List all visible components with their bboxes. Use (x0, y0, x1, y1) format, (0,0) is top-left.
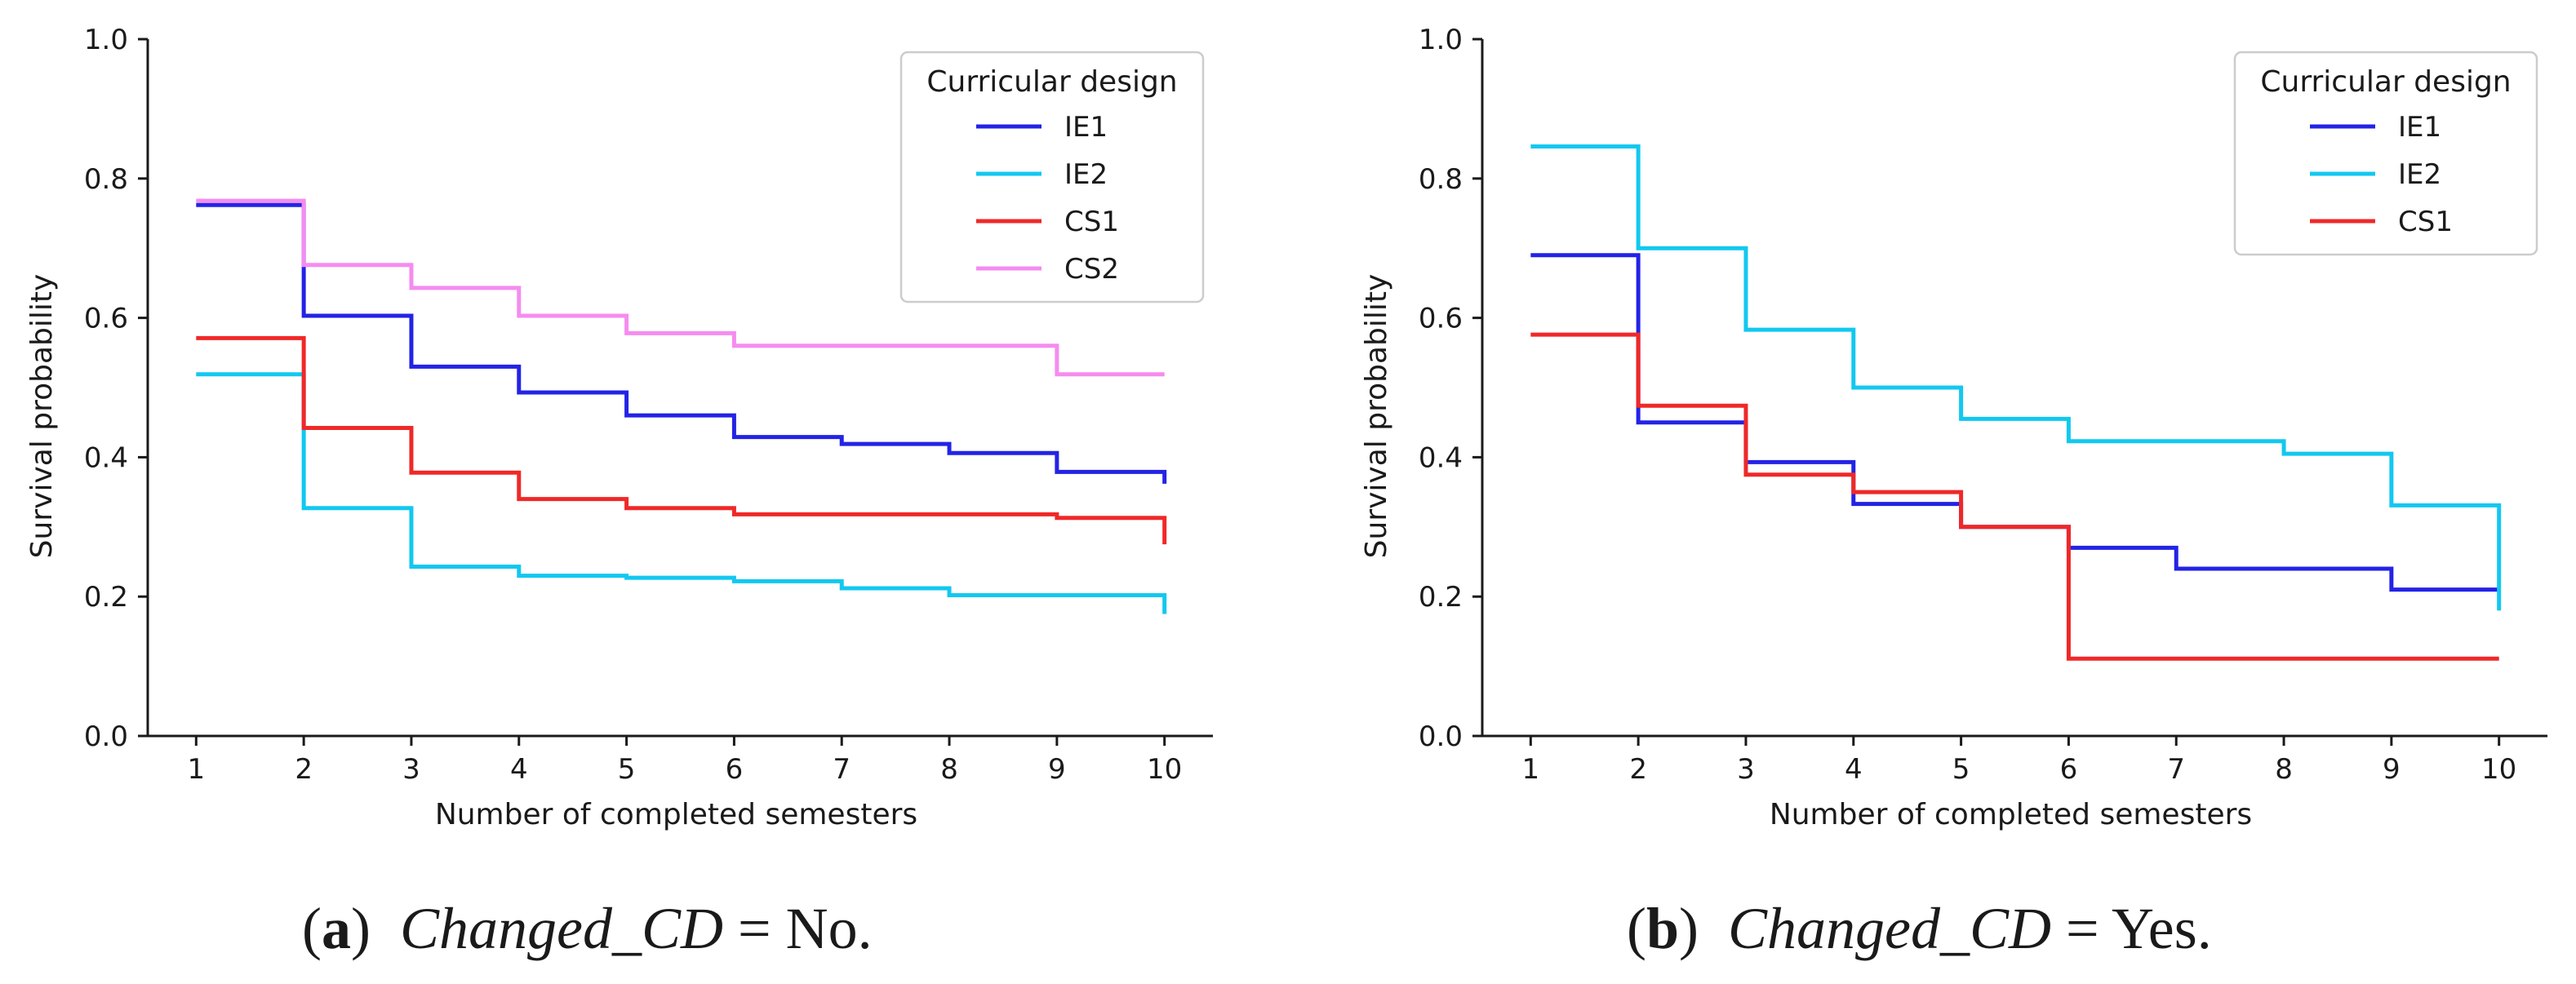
series-line-ie2 (196, 372, 1167, 614)
y-tick-label: 0.6 (84, 303, 128, 335)
x-tick-label: 7 (833, 753, 851, 786)
caption: (b) Changed_CD = Yes. (1627, 896, 2212, 961)
caption-paren-close: ) (1679, 896, 1728, 961)
caption-variable: Changed_CD (1728, 896, 2051, 961)
x-tick-label: 6 (2060, 753, 2078, 786)
x-tick-label: 8 (2275, 753, 2293, 786)
legend-box (899, 51, 1205, 304)
y-tick-label: 1.0 (1419, 24, 1463, 56)
legend-title: Curricular design (926, 65, 1177, 99)
y-tick-label: 0.4 (84, 441, 128, 474)
legend-title: Curricular design (2260, 65, 2511, 99)
series-line-ie2 (1530, 144, 2502, 611)
caption-variable: Changed_CD (400, 896, 723, 961)
series-line-ie1 (196, 202, 1167, 484)
y-tick-label: 0.8 (84, 163, 128, 196)
caption: (a) Changed_CD = No. (302, 896, 873, 961)
legend-label-ie1: IE1 (1064, 111, 1108, 144)
y-tick-label: 0.8 (1419, 163, 1463, 196)
series-line-ie1 (1530, 253, 2499, 592)
y-tick-label: 0.0 (1419, 720, 1463, 753)
x-tick-label: 6 (726, 753, 744, 786)
caption-paren-close: ) (351, 896, 400, 961)
legend-label-ie2: IE2 (2398, 158, 2441, 191)
caption-paren-open: ( (1627, 896, 1646, 961)
series-line-cs2 (196, 198, 1165, 377)
y-tick-label: 0.0 (84, 720, 128, 753)
y-axis-title: Survival probability (25, 274, 59, 559)
y-axis-title: Survival probability (1360, 274, 1393, 559)
caption-paren-open: ( (302, 896, 322, 961)
x-tick-label: 1 (187, 753, 205, 786)
x-tick-label: 9 (2383, 753, 2401, 786)
legend-label-ie2: IE2 (1064, 158, 1108, 191)
legend: Curricular design IE1 IE2 CS1 (2233, 51, 2538, 256)
legend-label-cs1: CS1 (2398, 206, 2453, 238)
series-line-cs1 (196, 335, 1167, 545)
x-tick-label: 5 (618, 753, 636, 786)
x-tick-label: 9 (1048, 753, 1066, 786)
chart-panel-a: 0.0 0.2 0.4 0.6 0.8 1.0 1 2 3 4 5 6 7 8 9 10 Number of c… (25, 24, 1213, 961)
legend-box (2233, 51, 2538, 256)
x-tick-label: 3 (402, 753, 420, 786)
caption-letter: a (322, 896, 351, 961)
x-tick-label: 7 (2167, 753, 2185, 786)
caption-equals: = (2051, 896, 2112, 961)
x-tick-label: 3 (1737, 753, 1755, 786)
x-tick-label: 4 (1845, 753, 1863, 786)
caption-letter: b (1646, 896, 1679, 961)
caption-equals: = (723, 896, 786, 961)
y-tick-label: 0.2 (84, 581, 128, 614)
x-tick-label: 4 (510, 753, 528, 786)
legend-label-cs1: CS1 (1064, 206, 1119, 238)
x-tick-label: 2 (295, 753, 313, 786)
x-tick-label: 5 (1952, 753, 1970, 786)
series-line-cs1 (1530, 332, 2499, 661)
x-tick-label: 8 (940, 753, 958, 786)
y-tick-label: 1.0 (84, 24, 128, 56)
x-axis-title: Number of completed semesters (1770, 798, 2252, 831)
y-tick-label: 0.6 (1419, 303, 1463, 335)
legend-label-cs2: CS2 (1064, 253, 1119, 286)
x-tick-label: 1 (1521, 753, 1539, 786)
x-tick-label: 10 (2481, 753, 2516, 786)
x-tick-label: 10 (1147, 753, 1182, 786)
legend: Curricular design IE1 IE2 CS1 CS2 (899, 51, 1205, 304)
x-tick-label: 2 (1629, 753, 1647, 786)
chart-panel-b: 0.0 0.2 0.4 0.6 0.8 1.0 1 2 3 4 5 6 7 8 9 10 Number of c… (1360, 24, 2547, 961)
y-tick-label: 0.2 (1419, 581, 1463, 614)
caption-value: Yes. (2112, 896, 2212, 961)
y-tick-label: 0.4 (1419, 441, 1463, 474)
caption-value: No. (786, 896, 873, 961)
x-axis-title: Number of completed semesters (435, 798, 917, 831)
legend-label-ie1: IE1 (2398, 111, 2441, 144)
